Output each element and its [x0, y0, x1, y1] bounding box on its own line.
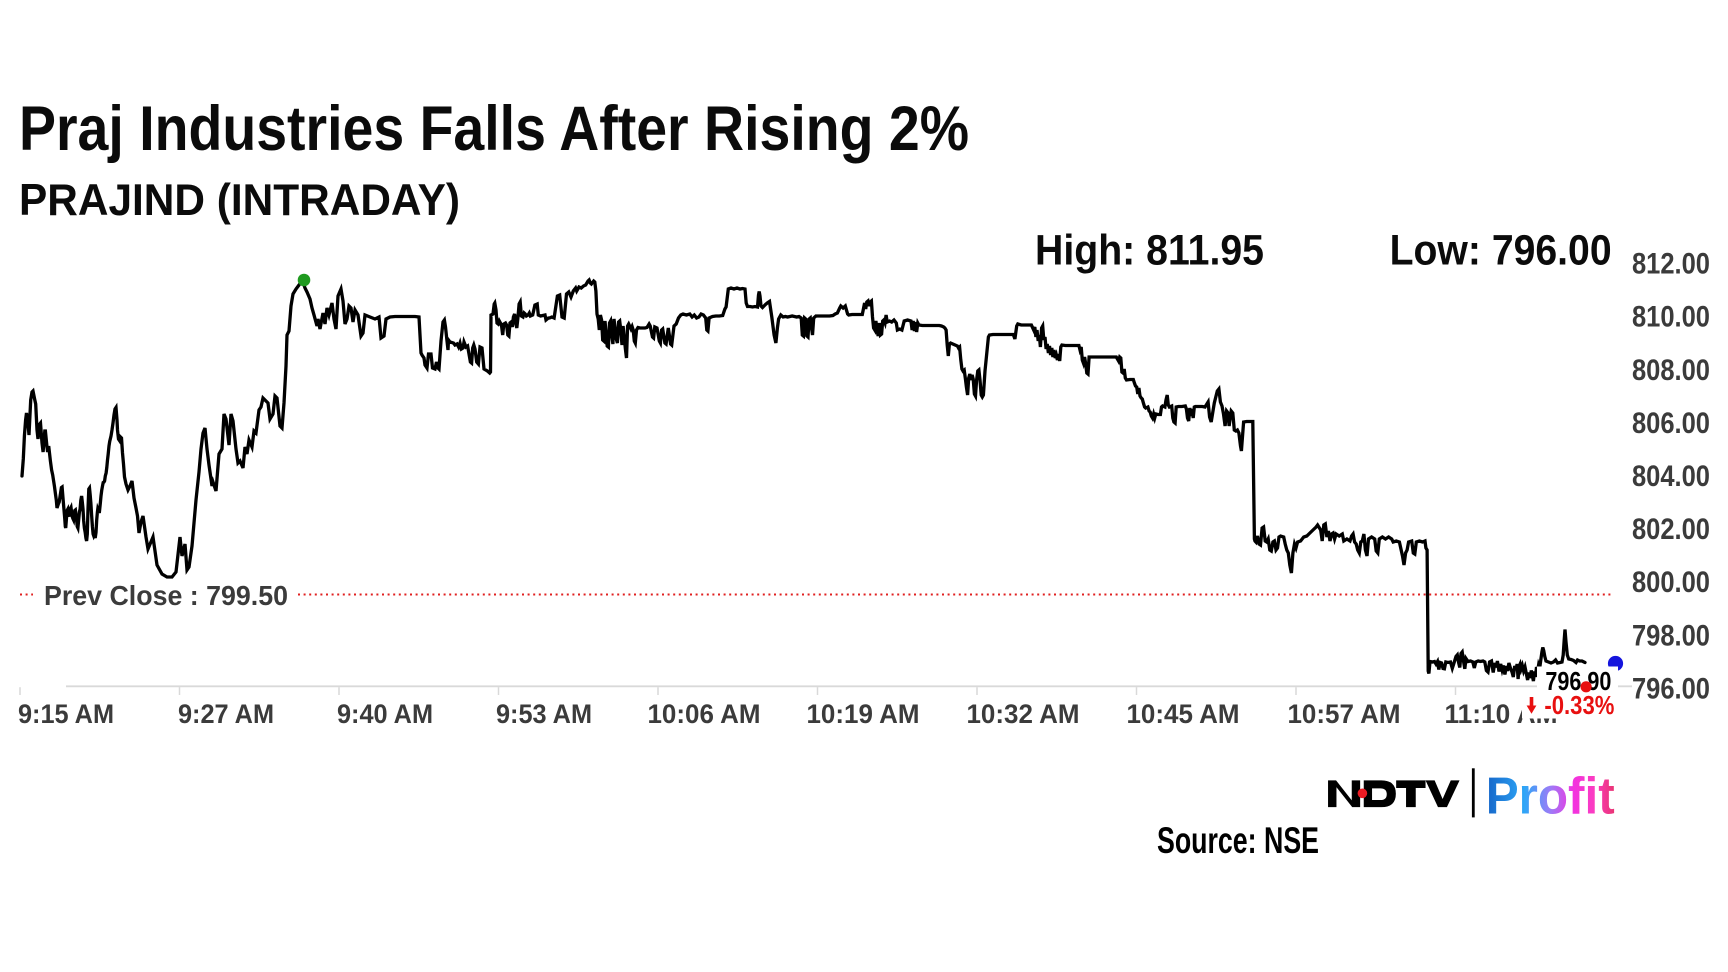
svg-text:804.00: 804.00 [1632, 460, 1710, 493]
svg-text:High: 811.95: High: 811.95 [1035, 227, 1264, 275]
svg-text:9:15 AM: 9:15 AM [18, 699, 114, 729]
svg-text:800.00: 800.00 [1632, 566, 1710, 599]
svg-text:812.00: 812.00 [1632, 248, 1710, 281]
svg-text:9:40 AM: 9:40 AM [337, 699, 433, 729]
svg-text:-0.33%: -0.33% [1544, 690, 1614, 720]
svg-text:Source: NSE: Source: NSE [1157, 820, 1319, 861]
svg-text:808.00: 808.00 [1632, 354, 1710, 387]
svg-text:796.90: 796.90 [1545, 666, 1611, 696]
svg-text:Low: 796.00: Low: 796.00 [1390, 227, 1612, 275]
svg-text:10:32 AM: 10:32 AM [967, 699, 1080, 729]
svg-text:810.00: 810.00 [1632, 301, 1710, 334]
svg-text:806.00: 806.00 [1632, 407, 1710, 440]
svg-text:9:53 AM: 9:53 AM [496, 699, 592, 729]
svg-text:Praj Industries Falls After Ri: Praj Industries Falls After Rising 2% [19, 94, 969, 164]
svg-text:798.00: 798.00 [1632, 619, 1710, 652]
svg-text:PRAJIND (INTRADAY): PRAJIND (INTRADAY) [19, 176, 460, 225]
svg-text:9:27 AM: 9:27 AM [178, 699, 274, 729]
svg-text:Profit: Profit [1486, 768, 1615, 826]
svg-text:10:06 AM: 10:06 AM [648, 699, 761, 729]
svg-text:10:19 AM: 10:19 AM [807, 699, 920, 729]
svg-text:10:57 AM: 10:57 AM [1288, 699, 1401, 729]
svg-text:802.00: 802.00 [1632, 513, 1710, 546]
svg-text:796.00: 796.00 [1632, 673, 1710, 706]
svg-text:10:45 AM: 10:45 AM [1127, 699, 1240, 729]
svg-text:Prev Close : 799.50: Prev Close : 799.50 [44, 580, 288, 611]
